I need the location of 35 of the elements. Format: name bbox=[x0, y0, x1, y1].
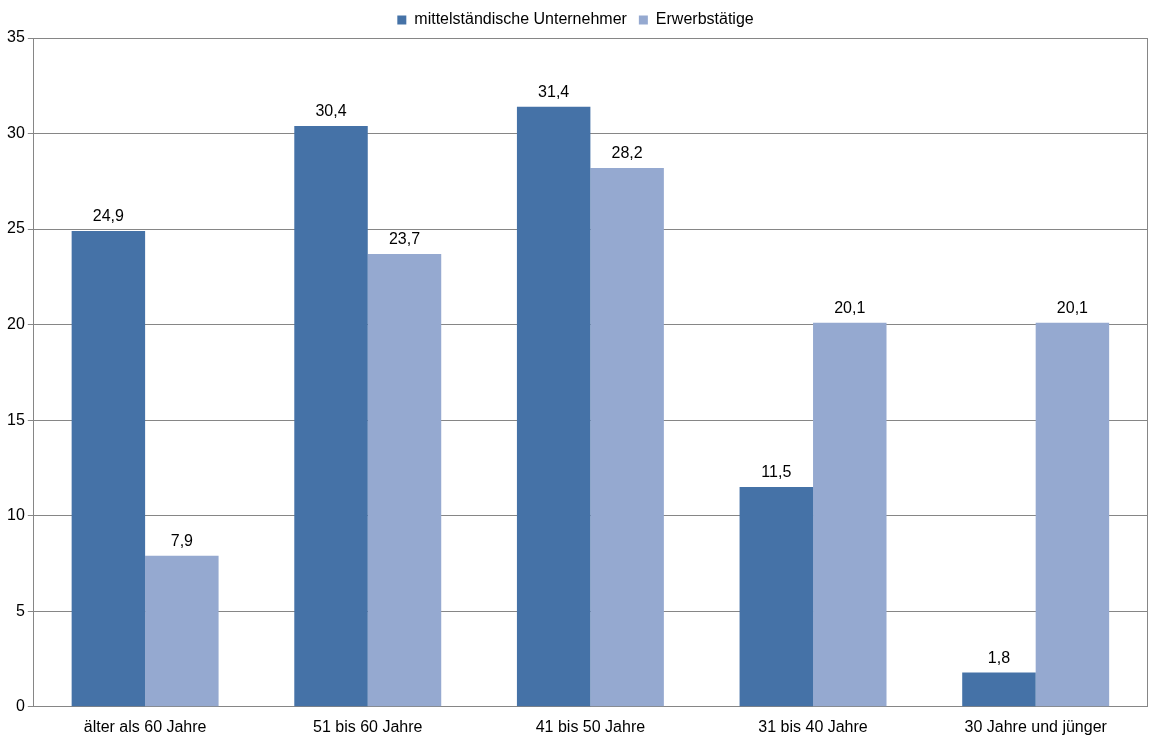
y-tick-label: 10 bbox=[7, 506, 25, 524]
bar bbox=[71, 231, 146, 707]
y-tick-label: 15 bbox=[7, 410, 25, 428]
data-label: 23,7 bbox=[388, 230, 421, 248]
x-tick-label: älter als 60 Jahre bbox=[83, 717, 207, 735]
y-tick-label: 25 bbox=[7, 219, 25, 237]
x-tick-label: 51 bis 60 Jahre bbox=[313, 717, 423, 735]
bar bbox=[813, 322, 887, 707]
legend-label: mittelständische Unternehmer bbox=[414, 10, 628, 28]
bar bbox=[367, 253, 442, 707]
legend-label: Erwerbstätige bbox=[655, 10, 754, 28]
data-label: 31,4 bbox=[538, 83, 570, 101]
data-label: 30,4 bbox=[315, 102, 347, 120]
y-tick-label: 30 bbox=[7, 123, 25, 141]
data-label: 24,9 bbox=[92, 207, 125, 225]
y-tick-label: 35 bbox=[7, 28, 25, 46]
data-label: 7,9 bbox=[170, 532, 194, 550]
y-tick-label: 5 bbox=[15, 601, 25, 619]
data-label: 20,1 bbox=[1056, 299, 1089, 317]
x-tick-label: 30 Jahre und jünger bbox=[964, 717, 1108, 735]
data-label: 20,1 bbox=[834, 299, 866, 317]
bar bbox=[590, 167, 664, 707]
y-tick-label: 20 bbox=[7, 315, 25, 333]
bar bbox=[145, 555, 219, 707]
bar bbox=[1035, 322, 1110, 707]
data-label: 11,5 bbox=[761, 463, 792, 481]
x-tick-label: 41 bis 50 Jahre bbox=[535, 717, 646, 735]
bar bbox=[962, 672, 1036, 707]
bar bbox=[294, 125, 368, 707]
data-label: 1,8 bbox=[987, 648, 1011, 666]
bar bbox=[739, 487, 814, 707]
y-tick-label: 0 bbox=[15, 697, 25, 715]
data-label: 28,2 bbox=[611, 144, 643, 162]
x-tick-label: 31 bis 40 Jahre bbox=[758, 717, 868, 735]
bar bbox=[516, 106, 591, 707]
